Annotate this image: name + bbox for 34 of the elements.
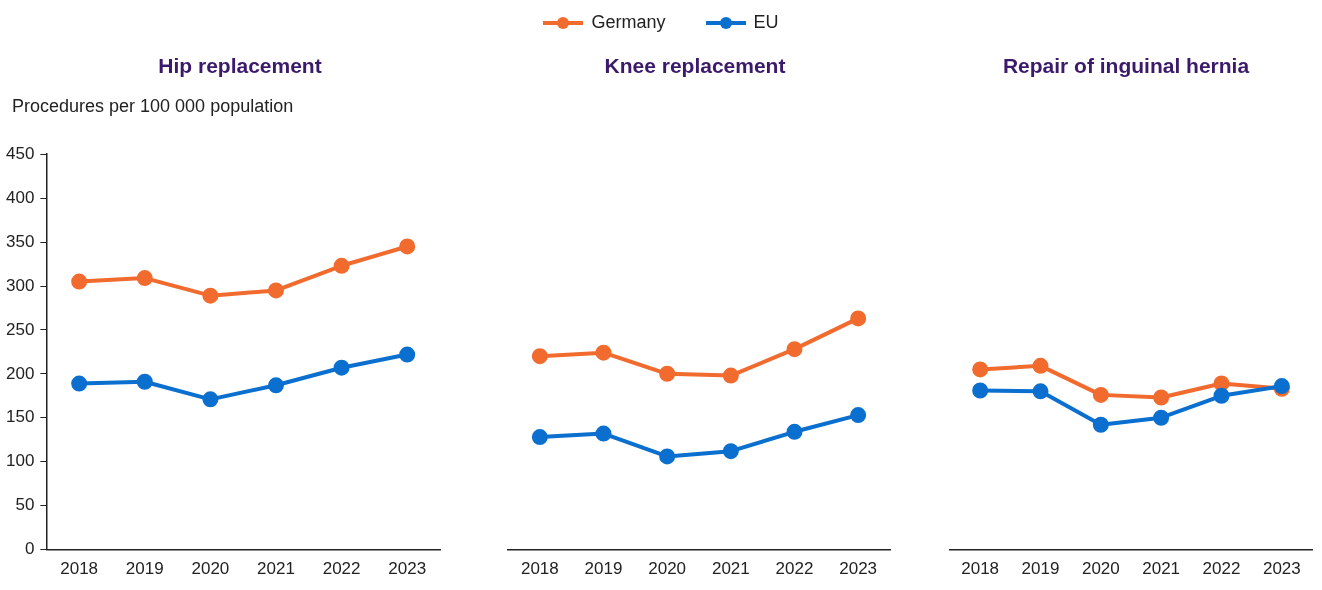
chart-title: Hip replacement [157,54,323,78]
y-tick-label: 450 [5,143,35,163]
x-tick-label: 2018 [520,559,559,579]
x-tick-label: 2022 [775,559,814,579]
x-tick-label: 2019 [1021,559,1060,579]
chart-title: Knee replacement [603,54,787,78]
y-tick-label: 0 [24,539,35,559]
x-tick-label: 2021 [711,559,750,579]
y-tick-label: 300 [5,275,35,295]
y-tick-label: 250 [5,319,35,339]
x-tick-label: 2023 [388,559,427,579]
x-tick-label: 2023 [1262,559,1301,579]
x-tick-label: 2022 [1202,559,1241,579]
y-tick-label: 350 [5,231,35,251]
x-tick-label: 2021 [1142,559,1181,579]
y-tick-label: 400 [5,187,35,207]
y-tick-label: 50 [15,495,35,515]
x-tick-label: 2018 [961,559,1000,579]
x-tick-label: 2021 [257,559,295,579]
x-tick-label: 2023 [839,559,878,579]
chart-title: Repair of inguinal hernia [1001,54,1251,78]
x-tick-label: 2020 [1081,559,1120,579]
legend-label: Germany [591,12,666,33]
x-tick-label: 2018 [60,559,99,579]
y-tick-label: 100 [5,451,35,471]
x-tick-label: 2020 [648,559,687,579]
x-tick-label: 2022 [322,559,361,579]
legend-label: EU [753,12,779,33]
y-tick-label: 200 [5,363,35,383]
x-tick-label: 2020 [191,559,230,579]
x-tick-label: 2019 [125,559,164,579]
y-tick-label: 150 [5,407,35,427]
x-tick-label: 2019 [584,559,623,579]
y-axis-title: Procedures per 100 000 population [12,96,294,117]
